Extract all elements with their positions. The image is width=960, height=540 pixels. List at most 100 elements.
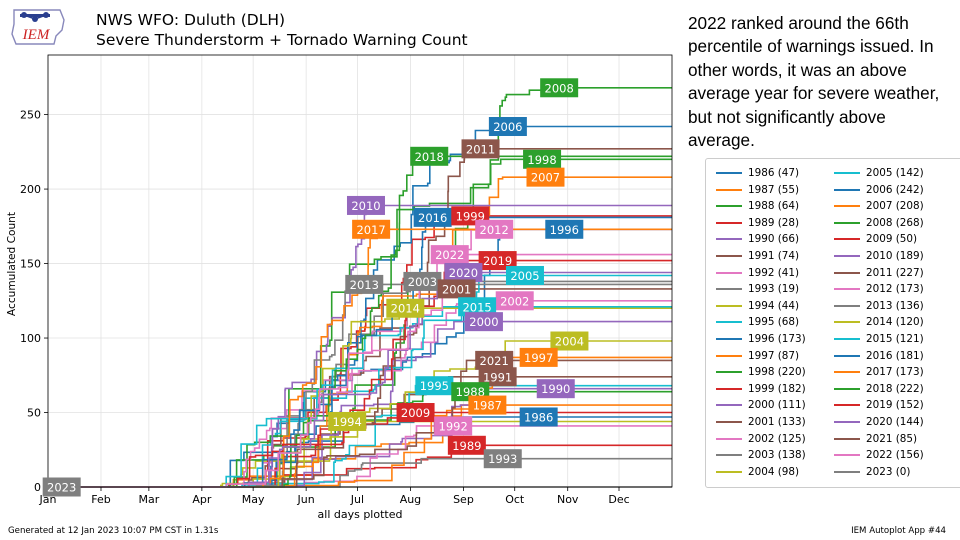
year-label-box bbox=[464, 312, 503, 332]
year-label-2006: 2006 bbox=[488, 117, 527, 137]
x-tick-label: Jun bbox=[297, 493, 315, 506]
legend-item-2013: 2013 (136) bbox=[834, 298, 924, 314]
x-tick-label: Oct bbox=[505, 493, 525, 506]
year-label-2008: 2008 bbox=[540, 78, 579, 98]
legend-label: 2012 (173) bbox=[866, 283, 924, 296]
year-label-2007: 2007 bbox=[526, 167, 565, 187]
legend-swatch bbox=[716, 321, 742, 324]
y-tick-label: 0 bbox=[34, 481, 41, 494]
legend-item-1990: 1990 (66) bbox=[716, 231, 799, 247]
year-label-text: 1996 bbox=[550, 223, 579, 237]
legend-swatch bbox=[834, 404, 860, 407]
year-label-box bbox=[475, 219, 514, 239]
legend-item-2023: 2023 (0) bbox=[834, 464, 910, 480]
legend-label: 2007 (208) bbox=[866, 200, 924, 213]
legend-label: 2017 (173) bbox=[866, 366, 924, 379]
year-label-2009: 2009 bbox=[396, 403, 435, 423]
year-label-2019: 2019 bbox=[478, 251, 517, 271]
legend-label: 1999 (182) bbox=[748, 382, 806, 395]
year-label-1998: 1998 bbox=[523, 149, 562, 169]
year-label-box bbox=[458, 297, 497, 317]
app-id: IEM Autoplot App #44 bbox=[851, 526, 946, 536]
legend-swatch bbox=[716, 404, 742, 407]
year-label-box bbox=[545, 219, 584, 239]
year-label-box bbox=[444, 262, 483, 282]
series-line-2008 bbox=[48, 87, 672, 488]
title-line-2: Severe Thunderstorm + Tornado Warning Co… bbox=[96, 31, 468, 49]
legend-swatch bbox=[716, 354, 742, 357]
legend-item-1989: 1989 (28) bbox=[716, 215, 799, 231]
year-label-box bbox=[523, 149, 562, 169]
series-line-2020 bbox=[48, 271, 672, 488]
year-label-text: 1994 bbox=[333, 415, 362, 429]
year-label-box bbox=[519, 347, 558, 367]
year-label-2017: 2017 bbox=[352, 219, 391, 239]
x-axis-label: all days plotted bbox=[317, 508, 403, 521]
year-label-1994: 1994 bbox=[328, 411, 367, 431]
year-label-2018: 2018 bbox=[410, 146, 449, 166]
legend-item-1988: 1988 (64) bbox=[716, 198, 799, 214]
year-label-2016: 2016 bbox=[413, 207, 452, 227]
commentary-text: 2022 ranked around the 66th percentile o… bbox=[688, 13, 940, 151]
x-tick-label: Jul bbox=[350, 493, 364, 506]
legend-item-2016: 2016 (181) bbox=[834, 348, 924, 364]
legend-swatch bbox=[834, 437, 860, 440]
legend-item-2009: 2009 (50) bbox=[834, 231, 917, 247]
legend-swatch bbox=[716, 205, 742, 208]
year-label-text: 2020 bbox=[449, 266, 478, 280]
legend-label: 2009 (50) bbox=[866, 233, 918, 246]
year-label-text: 2005 bbox=[510, 269, 539, 283]
legend-label: 2014 (120) bbox=[866, 316, 924, 329]
legend-swatch bbox=[716, 188, 742, 191]
legend-swatch bbox=[834, 255, 860, 257]
legend-swatch bbox=[716, 255, 742, 257]
year-label-text: 2016 bbox=[418, 211, 447, 225]
legend-swatch bbox=[716, 470, 742, 473]
legend-label: 2022 (156) bbox=[866, 449, 924, 462]
year-label-2021: 2021 bbox=[475, 350, 514, 370]
legend-swatch bbox=[716, 371, 742, 374]
legend-item-1986: 1986 (47) bbox=[716, 165, 799, 181]
legend-swatch bbox=[834, 454, 860, 457]
year-label-text: 2001 bbox=[442, 282, 471, 296]
year-label-text: 2022 bbox=[435, 248, 464, 262]
legend-item-2004: 2004 (98) bbox=[716, 464, 799, 480]
legend-label: 1998 (220) bbox=[748, 366, 806, 379]
series-line-2000 bbox=[48, 320, 672, 488]
year-label-text: 2013 bbox=[350, 278, 379, 292]
year-label-text: 2003 bbox=[408, 275, 437, 289]
y-tick-label: 100 bbox=[20, 332, 41, 345]
year-label-2004: 2004 bbox=[550, 331, 589, 351]
series-line-1986 bbox=[48, 416, 672, 488]
legend-label: 2001 (133) bbox=[748, 416, 806, 428]
year-label-box bbox=[488, 117, 527, 137]
year-label-text: 2000 bbox=[469, 315, 498, 329]
year-label-box bbox=[386, 298, 425, 318]
legend-item-1995: 1995 (68) bbox=[716, 314, 799, 330]
year-label-1995: 1995 bbox=[415, 376, 454, 396]
year-label-1990: 1990 bbox=[536, 379, 575, 399]
legend-label: 1994 (44) bbox=[748, 299, 800, 312]
year-label-box bbox=[410, 146, 449, 166]
legend-swatch bbox=[834, 470, 860, 473]
legend-label: 1991 (74) bbox=[748, 250, 800, 262]
title-line-1: NWS WFO: Duluth (DLH) bbox=[96, 11, 286, 29]
year-label-text: 2010 bbox=[351, 199, 380, 213]
year-label-box bbox=[461, 139, 500, 159]
year-label-2000: 2000 bbox=[464, 312, 503, 332]
legend-item-2015: 2015 (121) bbox=[834, 331, 924, 347]
year-label-text: 2021 bbox=[480, 354, 509, 368]
logo-text: IEM bbox=[22, 27, 51, 43]
year-label-box bbox=[345, 274, 384, 294]
legend-item-1991: 1991 (74) bbox=[716, 248, 799, 264]
year-label-text: 2007 bbox=[531, 171, 560, 185]
legend-label: 1995 (68) bbox=[748, 316, 800, 329]
generated-timestamp: Generated at 12 Jan 2023 10:07 PM CST in… bbox=[8, 526, 219, 536]
legend-label: 1993 (19) bbox=[748, 283, 800, 296]
year-label-box bbox=[396, 403, 435, 423]
series-line-1990 bbox=[48, 387, 672, 488]
year-label-text: 1990 bbox=[541, 382, 570, 396]
year-label-box bbox=[434, 416, 473, 436]
legend-label: 2020 (144) bbox=[866, 416, 924, 428]
